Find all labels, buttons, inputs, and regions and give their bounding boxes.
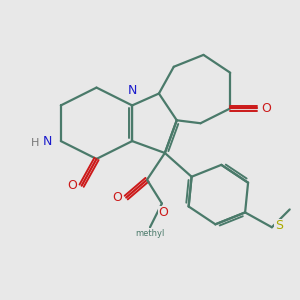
Text: O: O (262, 102, 271, 115)
Text: S: S (275, 219, 283, 232)
Text: N: N (43, 135, 52, 148)
Text: H: H (31, 138, 39, 148)
Text: O: O (112, 191, 122, 204)
Text: N: N (128, 83, 137, 97)
Text: O: O (158, 206, 168, 220)
Text: methyl: methyl (135, 229, 165, 238)
Text: O: O (67, 179, 77, 192)
